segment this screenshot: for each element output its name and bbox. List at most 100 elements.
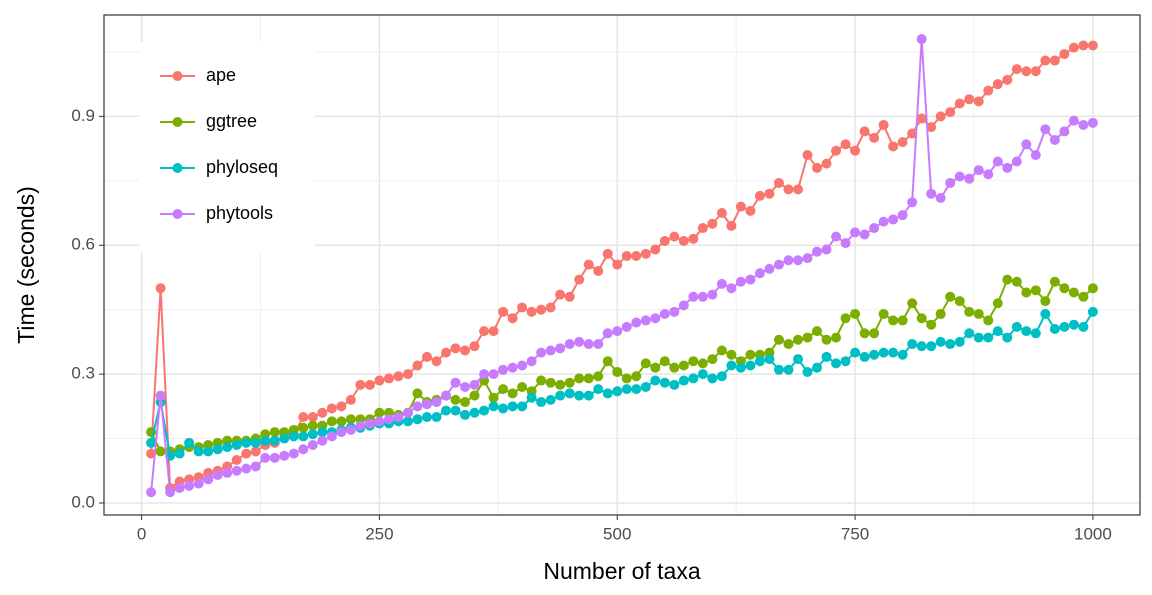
data-point <box>355 420 366 431</box>
data-point <box>450 394 461 405</box>
data-point <box>1030 66 1041 77</box>
data-point <box>1021 287 1032 298</box>
y-axis-title: Time (seconds) <box>13 186 39 344</box>
data-point <box>945 177 956 188</box>
data-point <box>907 128 918 139</box>
data-point <box>821 244 832 255</box>
data-point <box>545 377 556 388</box>
data-point <box>1011 321 1022 332</box>
data-point <box>840 313 851 324</box>
data-point <box>250 437 261 448</box>
data-point <box>203 446 214 457</box>
data-point <box>850 227 861 238</box>
data-point <box>231 455 242 466</box>
data-point <box>916 313 927 324</box>
data-point <box>507 401 518 412</box>
data-point <box>916 113 927 124</box>
data-point <box>298 422 309 433</box>
data-point <box>983 85 994 96</box>
data-point <box>1068 115 1079 126</box>
data-point <box>764 263 775 274</box>
data-point <box>288 448 299 459</box>
data-point <box>1059 49 1070 60</box>
data-point <box>1021 139 1032 150</box>
data-point <box>536 347 547 358</box>
data-point <box>631 384 642 395</box>
data-point <box>669 231 680 242</box>
data-point <box>840 356 851 367</box>
legend-label: ape <box>206 65 236 85</box>
data-point <box>574 373 585 384</box>
data-point <box>964 94 975 105</box>
data-point <box>745 274 756 285</box>
data-point <box>488 392 499 403</box>
data-point <box>726 283 737 294</box>
data-point <box>869 349 880 360</box>
data-point <box>488 401 499 412</box>
data-point <box>1040 55 1051 66</box>
data-point <box>155 446 166 457</box>
data-point <box>383 373 394 384</box>
data-point <box>441 405 452 416</box>
data-point <box>421 412 432 423</box>
data-point <box>421 399 432 410</box>
data-point <box>745 349 756 360</box>
data-point <box>402 416 413 427</box>
data-point <box>688 233 699 244</box>
data-point <box>441 347 452 358</box>
data-point <box>1011 276 1022 287</box>
data-point <box>555 390 566 401</box>
data-point <box>393 412 404 423</box>
x-tick-label: 750 <box>841 524 869 543</box>
data-point <box>469 379 480 390</box>
data-point <box>193 478 204 489</box>
data-point <box>688 373 699 384</box>
data-point <box>222 467 233 478</box>
data-point <box>498 384 509 395</box>
data-point <box>1002 162 1013 173</box>
data-point <box>669 362 680 373</box>
data-point <box>222 442 233 453</box>
data-point <box>1068 319 1079 330</box>
data-point <box>973 165 984 176</box>
data-point <box>831 145 842 156</box>
data-point <box>640 248 651 259</box>
data-point <box>336 416 347 427</box>
data-point <box>783 184 794 195</box>
x-tick-label: 500 <box>603 524 631 543</box>
legend-key-point <box>172 209 183 219</box>
data-point <box>1002 332 1013 343</box>
data-point <box>954 171 965 182</box>
data-point <box>897 349 908 360</box>
data-point <box>802 150 813 161</box>
data-point <box>317 435 328 446</box>
data-point <box>555 289 566 300</box>
data-point <box>659 235 670 246</box>
data-point <box>964 328 975 339</box>
data-point <box>840 139 851 150</box>
data-point <box>697 358 708 369</box>
data-point <box>716 278 727 289</box>
data-point <box>1049 324 1060 335</box>
data-point <box>1011 156 1022 167</box>
data-point <box>612 366 623 377</box>
data-point <box>735 276 746 287</box>
y-tick-label: 0.6 <box>71 235 95 254</box>
data-point <box>498 403 509 414</box>
data-point <box>888 214 899 225</box>
data-point <box>621 373 632 384</box>
data-point <box>1087 117 1098 128</box>
data-point <box>773 259 784 270</box>
data-point <box>735 201 746 212</box>
data-point <box>298 431 309 442</box>
data-point <box>935 192 946 203</box>
data-point <box>536 375 547 386</box>
data-point <box>640 358 651 369</box>
data-point <box>374 407 385 418</box>
data-point <box>507 388 518 399</box>
legend-label: phytools <box>206 203 273 223</box>
data-point <box>869 132 880 143</box>
data-point <box>146 448 157 459</box>
data-point <box>650 362 661 373</box>
data-point <box>812 326 823 337</box>
